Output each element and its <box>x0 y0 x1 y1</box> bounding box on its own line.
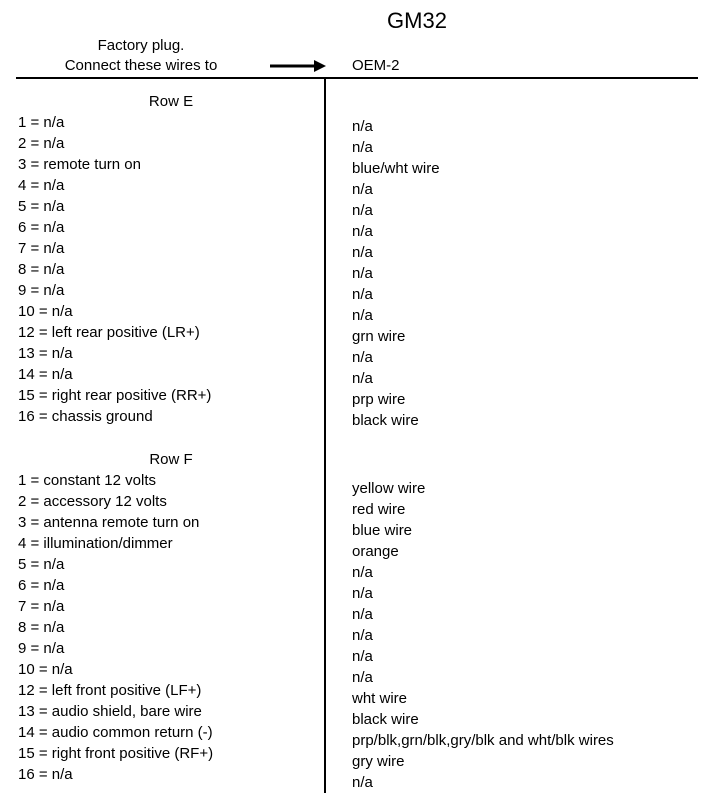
section-title: Row F <box>18 451 324 468</box>
pin-row-left: 14 = n/a <box>18 364 324 385</box>
header-left: Factory plug. Connect these wires to <box>16 36 326 75</box>
pin-row-left: 1 = n/a <box>18 112 324 133</box>
pin-row-right: n/a <box>352 305 698 326</box>
column-right: n/an/ablue/wht wiren/an/an/an/an/an/an/a… <box>326 79 698 793</box>
pin-row-left: 6 = n/a <box>18 575 324 596</box>
pin-row-right: n/a <box>352 368 698 389</box>
pin-row-left: 3 = antenna remote turn on <box>18 512 324 533</box>
pin-row-right: n/a <box>352 667 698 688</box>
pin-row-left: 16 = n/a <box>18 764 324 785</box>
pin-row-right: n/a <box>352 200 698 221</box>
content-area: Row E1 = n/a2 = n/a3 = remote turn on4 =… <box>16 79 698 793</box>
pin-row-right: n/a <box>352 347 698 368</box>
pin-row-right: n/a <box>352 284 698 305</box>
pin-row-left: 10 = n/a <box>18 301 324 322</box>
pin-row-right: prp wire <box>352 389 698 410</box>
column-left: Row E1 = n/a2 = n/a3 = remote turn on4 =… <box>16 79 326 793</box>
pin-row-right: n/a <box>352 137 698 158</box>
pin-row-right: n/a <box>352 242 698 263</box>
pin-row-left: 12 = left rear positive (LR+) <box>18 322 324 343</box>
pin-row-right: black wire <box>352 410 698 431</box>
header-right: OEM-2 <box>326 57 698 75</box>
arrow-icon <box>270 59 326 73</box>
pin-row-right: n/a <box>352 179 698 200</box>
pin-row-left: 4 = n/a <box>18 175 324 196</box>
pin-row-left: 6 = n/a <box>18 217 324 238</box>
pin-row-left: 2 = accessory 12 volts <box>18 491 324 512</box>
pin-row-left: 8 = n/a <box>18 617 324 638</box>
pin-row-left: 5 = n/a <box>18 554 324 575</box>
pin-row-right: n/a <box>352 604 698 625</box>
pin-row-left: 7 = n/a <box>18 238 324 259</box>
pin-row-left: 14 = audio common return (-) <box>18 722 324 743</box>
pin-row-left: 13 = n/a <box>18 343 324 364</box>
pin-row-right: blue/wht wire <box>352 158 698 179</box>
header-left-line1: Factory plug. <box>98 37 185 54</box>
pin-row-right: yellow wire <box>352 478 698 499</box>
section-spacer <box>352 87 698 116</box>
pin-row-right: n/a <box>352 583 698 604</box>
pin-row-right: gry wire <box>352 751 698 772</box>
pin-row-right: n/a <box>352 263 698 284</box>
pin-row-left: 10 = n/a <box>18 659 324 680</box>
pin-row-left: 7 = n/a <box>18 596 324 617</box>
pin-row-left: 2 = n/a <box>18 133 324 154</box>
pin-row-left: 1 = constant 12 volts <box>18 470 324 491</box>
pin-row-right: black wire <box>352 709 698 730</box>
pin-row-right: n/a <box>352 646 698 667</box>
header-row: Factory plug. Connect these wires to OEM… <box>16 36 698 79</box>
pin-row-left: 9 = n/a <box>18 638 324 659</box>
pin-row-right: n/a <box>352 116 698 137</box>
pin-row-left: 3 = remote turn on <box>18 154 324 175</box>
pin-row-left: 4 = illumination/dimmer <box>18 533 324 554</box>
pin-row-right: prp/blk,grn/blk,gry/blk and wht/blk wire… <box>352 730 698 751</box>
section-title: Row E <box>18 93 324 110</box>
pin-row-left: 12 = left front positive (LF+) <box>18 680 324 701</box>
pin-row-right: blue wire <box>352 520 698 541</box>
pin-row-left: 16 = chassis ground <box>18 406 324 427</box>
pin-row-right: n/a <box>352 625 698 646</box>
pin-row-left: 8 = n/a <box>18 259 324 280</box>
pin-row-left: 5 = n/a <box>18 196 324 217</box>
pin-row-right: n/a <box>352 562 698 583</box>
section-spacer <box>352 449 698 478</box>
header-left-line2: Connect these wires to <box>65 57 218 74</box>
pin-row-right: orange <box>352 541 698 562</box>
page-title: GM32 <box>136 8 698 34</box>
pin-row-left: 13 = audio shield, bare wire <box>18 701 324 722</box>
pin-row-right: grn wire <box>352 326 698 347</box>
pin-row-left: 15 = right front positive (RF+) <box>18 743 324 764</box>
pin-row-right: n/a <box>352 772 698 793</box>
pin-row-right: red wire <box>352 499 698 520</box>
pin-row-left: 15 = right rear positive (RR+) <box>18 385 324 406</box>
pin-row-right: wht wire <box>352 688 698 709</box>
pin-row-right: n/a <box>352 221 698 242</box>
pin-row-left: 9 = n/a <box>18 280 324 301</box>
